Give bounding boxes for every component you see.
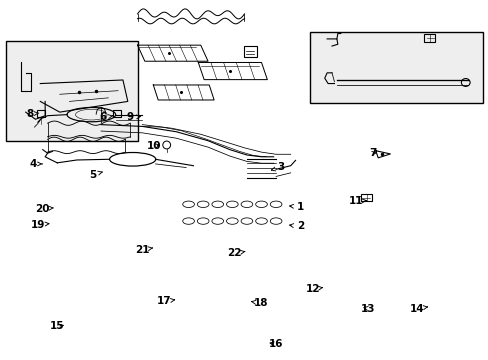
Text: 12: 12 (305, 284, 322, 294)
Text: 1: 1 (289, 202, 304, 212)
Text: 22: 22 (227, 248, 244, 258)
Text: 21: 21 (135, 245, 152, 255)
Text: 15: 15 (50, 321, 64, 332)
Bar (424, 33, 434, 42)
Text: 13: 13 (361, 303, 375, 314)
Text: 8: 8 (26, 109, 39, 119)
Bar (6, 41, 137, 141)
Text: 14: 14 (409, 303, 427, 314)
Bar (243, 46, 257, 57)
Text: 9: 9 (126, 112, 140, 122)
Bar (113, 110, 121, 117)
Text: 5: 5 (89, 170, 102, 180)
Text: 11: 11 (348, 197, 366, 206)
Bar (37, 110, 45, 117)
Text: 17: 17 (157, 296, 174, 306)
Text: 3: 3 (271, 162, 284, 172)
Text: 19: 19 (31, 220, 49, 230)
Bar (309, 32, 482, 103)
Text: 10: 10 (147, 141, 162, 151)
Text: 7: 7 (369, 148, 376, 158)
Text: 2: 2 (289, 221, 304, 231)
Text: 20: 20 (36, 203, 53, 213)
Bar (361, 194, 371, 202)
Text: 18: 18 (251, 298, 268, 308)
Text: 6: 6 (100, 112, 113, 122)
Text: 4: 4 (29, 159, 42, 169)
Text: 16: 16 (268, 339, 283, 349)
